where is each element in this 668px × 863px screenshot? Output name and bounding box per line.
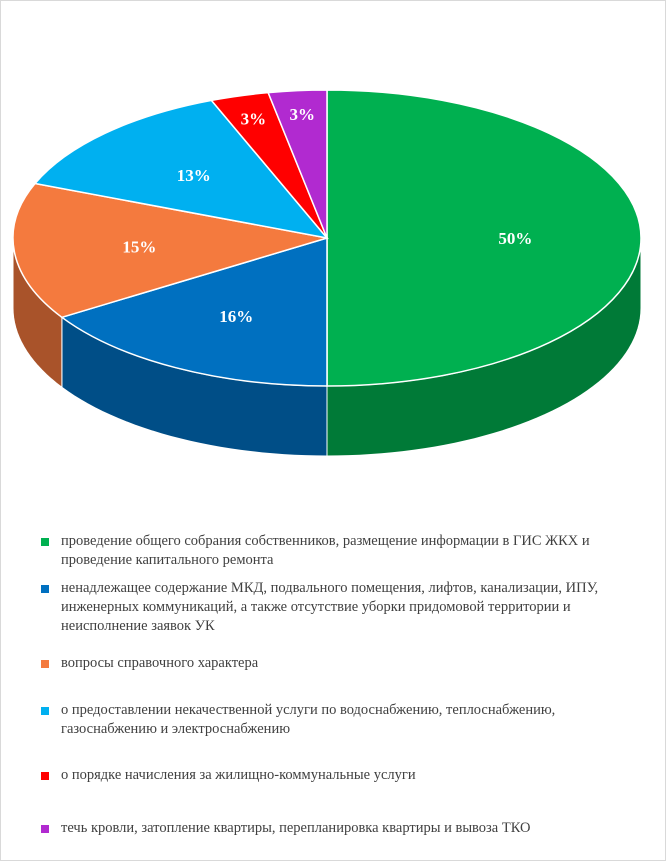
slice-value-label: 13% xyxy=(177,166,211,185)
legend-swatch xyxy=(41,707,49,715)
pie-slice xyxy=(267,89,328,239)
legend-swatch xyxy=(41,825,49,833)
pie-slice xyxy=(326,89,642,387)
pie-slice xyxy=(12,182,328,319)
slice-value-label: 16% xyxy=(219,307,253,326)
legend-swatch xyxy=(41,772,49,780)
slice-value-label: 15% xyxy=(122,237,156,256)
slice-value-label: 3% xyxy=(241,110,267,129)
legend-swatch xyxy=(41,585,49,593)
legend-label: о порядке начисления за жилищно-коммунал… xyxy=(61,767,416,783)
legend-swatch xyxy=(41,538,49,546)
pie-slice xyxy=(33,99,329,240)
pie-chart: 50% 16% 15% 13% 3% 3% xyxy=(12,89,642,457)
legend-label: ненадлежащее содержание МКД, подвального… xyxy=(61,580,599,634)
slice-value-label: 3% xyxy=(289,105,315,124)
legend-label: проведение общего собрания собственников… xyxy=(61,533,590,568)
legend-label: вопросы справочного характера xyxy=(61,655,259,671)
legend-swatch xyxy=(41,660,49,668)
legend-label: о предоставлении некачественной услуги п… xyxy=(61,702,556,737)
legend-label: течь кровли, затопление квартиры, перепл… xyxy=(61,820,531,836)
slice-value-label: 50% xyxy=(498,229,532,248)
pie-slice xyxy=(60,236,328,387)
